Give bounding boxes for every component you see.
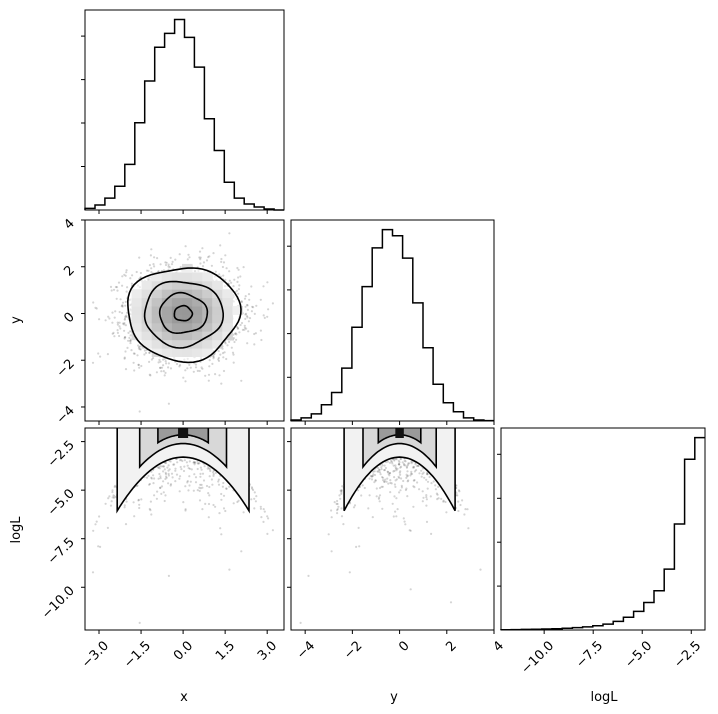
- panel-frame-x-y: [84, 219, 285, 422]
- tick-label-y: 0: [396, 638, 412, 654]
- tick-label-y: 2: [61, 263, 77, 279]
- tick-label-y: 4: [491, 638, 507, 654]
- tick-label-x: −3.0: [79, 638, 112, 671]
- frame-layer: [84, 9, 706, 631]
- tick-label-y: 0: [61, 310, 77, 326]
- tick-label-x: 3.0: [255, 638, 280, 663]
- y-axis-label: y: [390, 690, 398, 705]
- contour-peak: [178, 428, 189, 438]
- tick-label-y: −4: [54, 403, 78, 427]
- contour-layer: [116, 267, 456, 514]
- tick-label-logL: −2.5: [671, 638, 704, 671]
- tick-label-y: −2: [341, 638, 365, 662]
- contour-y-vs-x: [143, 280, 224, 349]
- tick-label-x: −1.5: [121, 638, 154, 671]
- contour-y-vs-x: [158, 291, 209, 335]
- logL-row-label: logL: [9, 516, 24, 544]
- panel-frame-x-logL: [84, 427, 285, 631]
- logL-axis-label: logL: [590, 690, 618, 705]
- y-row-label: y: [9, 316, 24, 324]
- tick-label-y: −2: [54, 356, 78, 380]
- tick-label-logL: −5.0: [45, 486, 78, 519]
- panel-frame-x-x: [84, 9, 285, 211]
- tick-label-logL: −2.5: [45, 438, 78, 471]
- histogram-layer: [84, 18, 705, 631]
- tick-layer: −3.0 −1.5 0.0 1.5 3.0 −4 −2 0 2 4 −10.0 −7.5 −5.0 −2.…: [39, 35, 704, 677]
- contour-peak: [395, 428, 404, 438]
- contours-logL-vs-x: [116, 428, 250, 514]
- panel-frame-y-logL: [290, 427, 495, 631]
- tick-label-x: 0.0: [171, 638, 196, 663]
- tick-label-logL: −10.0: [39, 583, 78, 622]
- histogram-x: [84, 18, 284, 211]
- panel-frame-y-y: [290, 219, 495, 422]
- tick-label-x: 1.5: [213, 638, 238, 663]
- tick-label-y: 2: [443, 638, 459, 654]
- tick-label-y: −4: [294, 638, 318, 662]
- panel-frame-logL-logL: [500, 427, 706, 631]
- tick-label-logL: −7.5: [573, 638, 606, 671]
- tick-label-y: 4: [61, 216, 77, 232]
- tick-label-logL: −10.0: [518, 638, 557, 677]
- contour-y-vs-x: [173, 304, 194, 322]
- x-axis-label: x: [180, 690, 188, 705]
- tick-label-logL: −7.5: [45, 535, 78, 568]
- contours-logL-vs-y: [343, 428, 456, 512]
- histogram-y: [290, 228, 494, 422]
- histogram-logL: [500, 436, 705, 631]
- tick-label-logL: −5.0: [622, 638, 655, 671]
